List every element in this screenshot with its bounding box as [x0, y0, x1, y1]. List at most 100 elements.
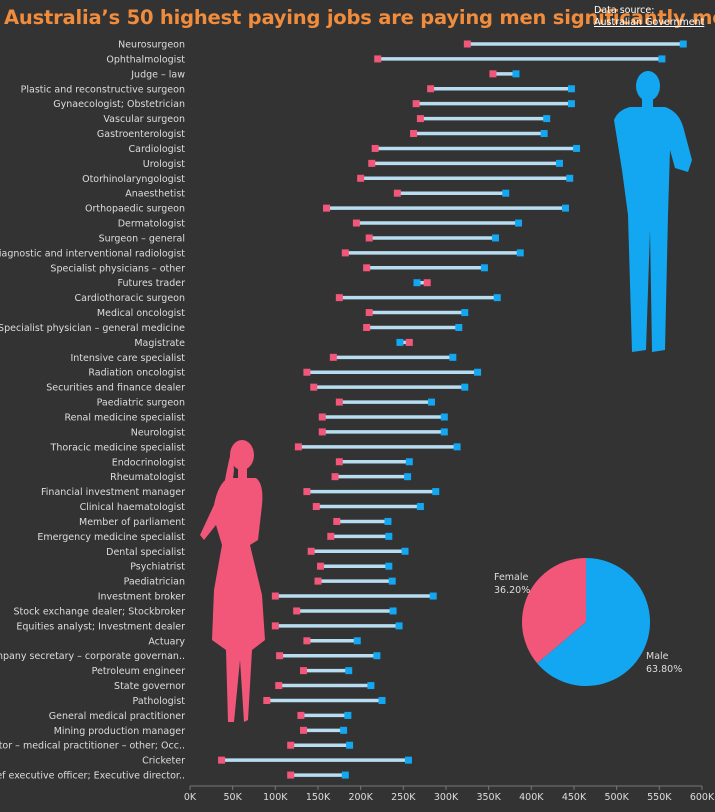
category-label: Gastroenterologist	[97, 129, 185, 140]
female-point	[335, 294, 343, 302]
female-point	[374, 55, 382, 63]
male-point	[502, 189, 510, 197]
category-label: Medical oncologist	[97, 308, 185, 319]
category-label: Diagnostic and interventional radiologis…	[0, 248, 185, 259]
category-label: Intensive care specialist	[70, 353, 185, 364]
female-point	[287, 771, 295, 779]
female-point	[303, 368, 311, 376]
female-point	[357, 174, 365, 182]
x-tick-label: 400K	[519, 792, 544, 803]
male-point	[416, 503, 424, 511]
female-point	[327, 532, 335, 540]
category-label: Vascular surgeon	[103, 114, 185, 125]
category-label: Financial investment manager	[41, 487, 185, 498]
male-point	[432, 488, 440, 496]
category-label: Urologist	[143, 159, 186, 170]
category-label: Orthopaedic surgeon	[85, 204, 185, 215]
male-point	[493, 294, 501, 302]
male-point	[567, 85, 575, 93]
category-label: Paediatric surgeon	[97, 398, 185, 409]
female-point	[297, 711, 305, 719]
category-label: Stock exchange dealer; Stockbroker	[14, 606, 186, 617]
dumbbell-chart: 0K 50K 100K 150K 200K 250K 300K 350K 400K 450K 500…	[0, 40, 715, 804]
female-point	[263, 696, 271, 704]
female-point	[363, 264, 371, 272]
category-label: State governor	[114, 681, 185, 692]
male-point	[561, 204, 569, 212]
female-point	[423, 279, 431, 287]
x-tick-label: 200K	[348, 792, 373, 803]
male-point	[461, 383, 469, 391]
male-point	[480, 264, 488, 272]
female-point	[371, 144, 379, 152]
category-label: Dental specialist	[106, 547, 185, 558]
female-point	[489, 70, 497, 78]
female-point	[416, 115, 424, 123]
x-tick-label: 550K	[647, 792, 672, 803]
male-point	[344, 711, 352, 719]
category-label: Securities and finance dealer	[46, 383, 185, 394]
female-point	[323, 204, 331, 212]
x-tick-label: 450K	[562, 792, 587, 803]
male-silhouette	[614, 71, 692, 352]
category-label: Plastic and reconstructive surgeon	[21, 84, 185, 95]
female-point	[410, 130, 418, 138]
category-label: Radiation oncologist	[88, 368, 185, 379]
category-label: Endocrinologist	[112, 457, 186, 468]
male-point	[567, 100, 575, 108]
female-point	[329, 353, 337, 361]
category-label: Judge – law	[130, 69, 185, 80]
male-point	[395, 622, 403, 630]
female-point	[287, 741, 295, 749]
category-label: Futures trader	[118, 278, 186, 289]
female-point	[218, 756, 226, 764]
category-label: Ophthalmologist	[106, 54, 185, 65]
pie-slice-female	[522, 558, 586, 664]
category-label: General medical practitioner	[49, 711, 185, 722]
female-point	[307, 547, 315, 555]
x-tick-label: 50K	[224, 792, 243, 803]
category-label: Anaesthetist	[125, 189, 185, 200]
data-source-link[interactable]: Australian Government	[594, 17, 705, 28]
pie-label-female: Female	[494, 572, 529, 583]
category-label: Thoracic medicine specialist	[50, 442, 186, 453]
female-point	[294, 443, 302, 451]
female-point	[275, 682, 283, 690]
female-point	[312, 503, 320, 511]
male-point	[455, 323, 463, 331]
female-point	[318, 413, 326, 421]
male-point	[413, 279, 421, 287]
category-label: Mining production manager	[54, 726, 185, 737]
category-label: Emergency medicine specialist	[37, 532, 185, 543]
male-point	[404, 473, 412, 481]
pie-chart: Female 36.20% Male 63.80%	[494, 558, 682, 687]
male-point	[388, 577, 396, 585]
category-label: Specialist physician – general medicine	[0, 323, 185, 334]
category-label: Petroleum engineer	[92, 666, 185, 677]
x-tick-label: 600K	[690, 792, 715, 803]
category-label: Gynaecologist; Obstetrician	[53, 99, 185, 110]
pie-value-female: 36.20%	[494, 585, 530, 596]
male-point	[679, 40, 687, 48]
x-tick-label: 500K	[604, 792, 629, 803]
male-point	[491, 234, 499, 242]
male-point	[440, 428, 448, 436]
male-point	[516, 249, 524, 257]
male-point	[555, 159, 563, 167]
male-point	[378, 696, 386, 704]
category-label: Psychiatrist	[130, 562, 185, 573]
page-title: Australia’s 50 highest paying jobs are p…	[4, 6, 715, 29]
male-point	[474, 368, 482, 376]
female-point	[368, 159, 376, 167]
female-point	[276, 652, 284, 660]
pie-slice-male	[537, 558, 650, 687]
x-tick-label: 350K	[476, 792, 501, 803]
female-point	[317, 562, 325, 570]
category-label: Renal medicine specialist	[65, 413, 186, 424]
male-point	[346, 741, 354, 749]
female-point	[393, 189, 401, 197]
male-point	[389, 607, 397, 615]
male-point	[340, 726, 348, 734]
category-label: Investment broker	[98, 592, 185, 603]
category-label: Member of parliament	[79, 517, 185, 528]
